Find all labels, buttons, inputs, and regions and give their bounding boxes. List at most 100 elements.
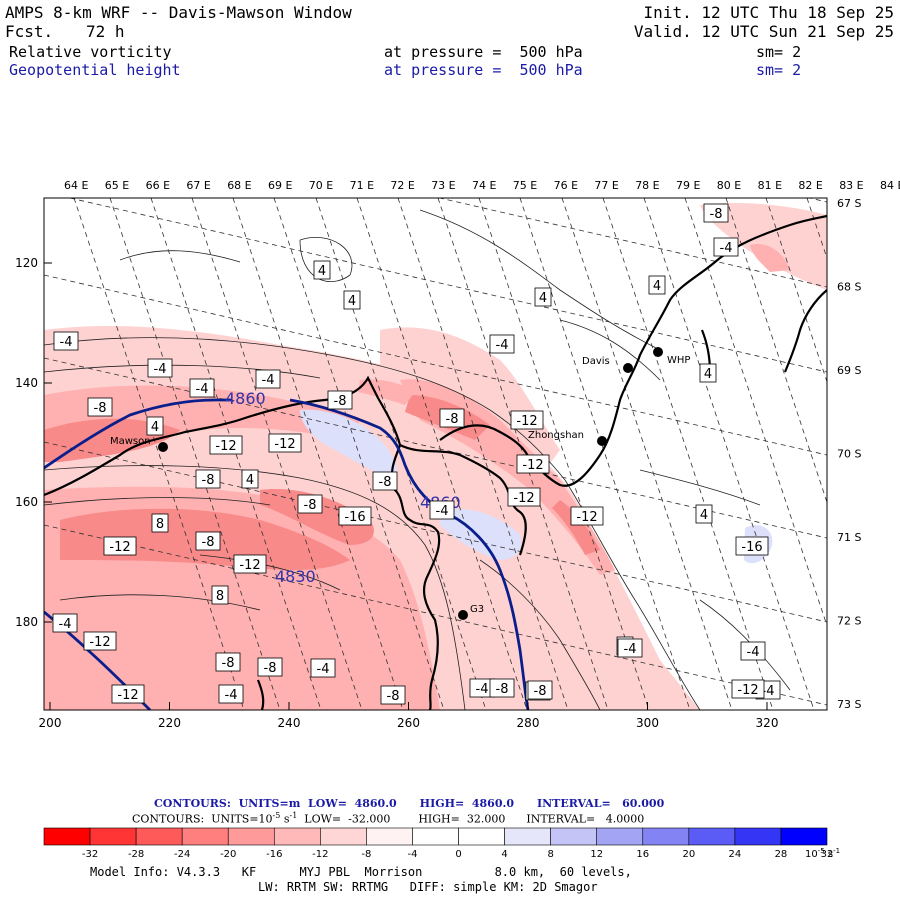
colorbar-swatch xyxy=(504,827,551,846)
vorticity-band xyxy=(260,489,374,545)
colorbar-swatch xyxy=(366,827,413,846)
vorticity-label-box xyxy=(195,469,221,489)
x-tick-label: 320 xyxy=(756,716,779,730)
vorticity-label: -4 xyxy=(147,358,173,378)
station-dot-g3 xyxy=(458,610,468,620)
y-tick-label: 160 xyxy=(15,495,38,509)
vorticity-label-text: -4 xyxy=(317,662,330,677)
longitude-label: 81 E xyxy=(758,179,782,192)
vorticity-label-text: -8 xyxy=(446,412,459,427)
vorticity-label-text: -8 xyxy=(222,656,235,671)
vorticity-label-text: 8 xyxy=(216,589,224,604)
longitude-label: 79 E xyxy=(676,179,700,192)
vorticity-label-text: 4 xyxy=(700,508,708,523)
vorticity-label-box xyxy=(215,652,241,672)
vorticity-label-text: -4 xyxy=(196,382,209,397)
colorbar-tick-label: -28 xyxy=(128,849,144,860)
longitude-label: 65 E xyxy=(105,179,129,192)
vort-contour-units: UNITS=10 xyxy=(211,812,273,826)
vorticity-label: 8 xyxy=(151,513,169,533)
x-tick-label: 240 xyxy=(278,716,301,730)
vorticity-label-box xyxy=(740,641,766,661)
vorticity-label-text: -8 xyxy=(304,498,317,513)
vorticity-label-box xyxy=(648,275,666,295)
vorticity-label: -4 xyxy=(740,641,766,661)
vorticity-label-box xyxy=(255,369,281,389)
vorticity-label-text: -8 xyxy=(264,661,277,676)
vorticity-label-box xyxy=(233,554,267,574)
height-contour-info: CONTOURS: UNITS=m LOW= 4860.0 HIGH= 4860… xyxy=(154,797,664,810)
colorbar-tick-label: -16 xyxy=(266,849,282,860)
vorticity-label-text: -8 xyxy=(379,475,392,490)
x-tick-label: 200 xyxy=(39,716,62,730)
station-dot-mawson xyxy=(158,442,168,452)
vorticity-label-text: -12 xyxy=(89,635,110,650)
field-2-name: Geopotential height xyxy=(9,61,181,79)
vorticity-band xyxy=(300,409,397,480)
vorticity-label-text: -4 xyxy=(262,373,275,388)
vorticity-label-box xyxy=(195,531,221,551)
colorbar-tick-label: 20 xyxy=(682,849,695,860)
vorticity-label-box xyxy=(189,378,215,398)
vorticity-contour-info: CONTOURS: UNITS=10-5 s-1 LOW= -32.000 HI… xyxy=(132,811,644,826)
vorticity-label: -4 xyxy=(53,331,79,351)
vorticity-label-text: -8 xyxy=(94,401,107,416)
longitude-label: 71 E xyxy=(350,179,374,192)
vorticity-label-box xyxy=(327,390,353,410)
coast-segment xyxy=(783,289,827,373)
longitude-label: 78 E xyxy=(635,179,659,192)
colorbar-swatch xyxy=(227,827,275,846)
vorticity-label: -8 xyxy=(527,680,553,700)
vorticity-label: -4 xyxy=(617,638,643,658)
height-contour-line xyxy=(44,398,232,470)
latitude-label: 71 S xyxy=(837,531,861,544)
vorticity-band xyxy=(44,418,180,462)
vorticity-label: -8 xyxy=(195,469,221,489)
vorticity-label-text: 4 xyxy=(539,291,547,306)
vorticity-label-text: -8 xyxy=(202,535,215,550)
colorbar-tick-label: 0 xyxy=(455,849,461,860)
longitude-label: 67 E xyxy=(186,179,210,192)
vorticity-contour-line xyxy=(44,337,701,710)
vort-contour-units-sexp: -1 xyxy=(289,811,298,820)
vorticity-label-text: -8 xyxy=(496,682,509,697)
vorticity-label-box xyxy=(147,358,173,378)
model-info-line-1: Model Info: V4.3.3 KF MYJ PBL Morrison 8… xyxy=(90,865,632,879)
longitude-label: 80 E xyxy=(717,179,741,192)
longitude-label: 77 E xyxy=(594,179,618,192)
longitude-label: 76 E xyxy=(554,179,578,192)
vorticity-label: -8 xyxy=(439,408,465,428)
vorticity-label: 4 xyxy=(695,504,713,524)
latitude-label: 67 S xyxy=(837,197,861,210)
vorticity-contour-line xyxy=(699,599,791,691)
vorticity-label: -12 xyxy=(731,679,765,699)
station-dot-zhongshan xyxy=(597,436,607,446)
vorticity-label-text: -4 xyxy=(476,682,489,697)
colorbar-swatch xyxy=(780,827,828,846)
longitude-label: 73 E xyxy=(431,179,455,192)
vorticity-label-text: -16 xyxy=(344,510,365,525)
map-frame xyxy=(43,197,828,711)
vorticity-label-text: -12 xyxy=(737,683,758,698)
latitude-line xyxy=(68,198,827,373)
colorbar-swatch xyxy=(550,827,598,846)
vorticity-label-box xyxy=(695,504,713,524)
vorticity-label: -4 xyxy=(189,378,215,398)
coast-segment xyxy=(599,214,827,456)
vorticity-label-box xyxy=(209,435,243,455)
coast-segment xyxy=(399,444,527,556)
longitude-label: 72 E xyxy=(390,179,414,192)
vorticity-label: -4 xyxy=(218,684,244,704)
vorticity-contour-line xyxy=(559,319,661,381)
station-markers: Mawson Davis WHP Zhongshan G3 xyxy=(110,347,690,620)
vorticity-label-text: -12 xyxy=(239,558,260,573)
vorticity-label-text: -12 xyxy=(117,688,138,703)
colorbar-swatch xyxy=(181,827,229,846)
height-label: 4830 xyxy=(275,567,316,586)
station-dot-whp xyxy=(653,347,663,357)
vorticity-label: 4 xyxy=(241,469,259,489)
vorticity-label-box xyxy=(570,506,604,526)
vorticity-label: -8 xyxy=(380,685,406,705)
vorticity-label: -12 xyxy=(83,631,117,651)
vorticity-label-box xyxy=(380,685,406,705)
